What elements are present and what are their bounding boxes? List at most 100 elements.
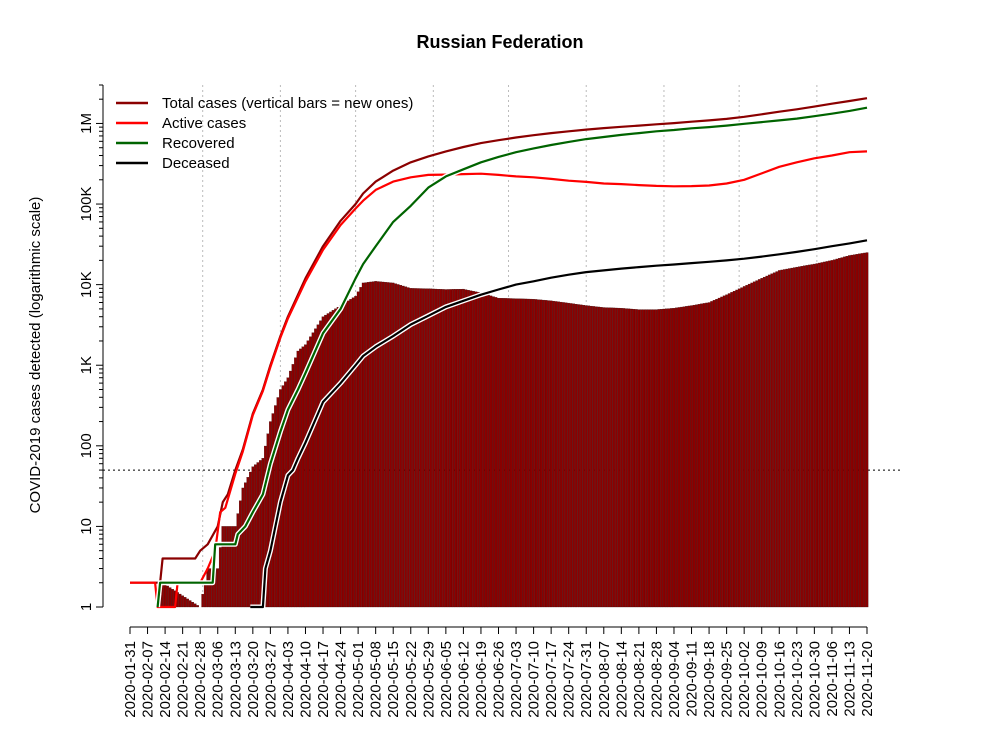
new-cases-bar <box>306 340 310 608</box>
new-cases-bar <box>427 288 430 608</box>
new-cases-bar <box>472 291 475 608</box>
new-cases-bar <box>762 276 766 608</box>
new-cases-bar <box>747 283 751 608</box>
legend-label: Recovered <box>162 135 235 152</box>
new-cases-bar <box>228 526 232 608</box>
new-cases-bar <box>574 304 578 608</box>
new-cases-bar <box>767 274 771 608</box>
new-cases-bar <box>304 344 307 608</box>
new-cases-bar <box>775 271 779 608</box>
new-cases-bar <box>843 256 846 608</box>
new-cases-bar <box>810 264 814 608</box>
new-cases-bar <box>828 260 831 608</box>
new-cases-bar <box>777 270 781 608</box>
x-tick-label: 2020-06-19 <box>473 641 490 718</box>
new-cases-bar <box>602 307 606 608</box>
new-cases-bar <box>269 421 272 608</box>
new-cases-bar <box>855 254 859 608</box>
new-cases-bar <box>216 568 220 608</box>
new-cases-bar <box>341 303 345 608</box>
new-cases-bar <box>447 289 450 608</box>
new-cases-bar <box>610 307 613 608</box>
new-cases-bar <box>757 279 761 608</box>
new-cases-bar <box>667 308 671 608</box>
new-cases-bar <box>394 283 397 608</box>
new-cases-bar <box>477 292 480 608</box>
new-cases-bar <box>722 295 726 608</box>
new-cases-bar <box>432 288 435 608</box>
new-cases-bar <box>765 275 769 608</box>
new-cases-bar <box>499 298 503 608</box>
new-cases-bar <box>419 288 423 608</box>
new-cases-bar <box>785 268 789 608</box>
new-cases-bar <box>788 268 791 608</box>
new-cases-bar <box>534 299 538 608</box>
new-cases-bar <box>467 290 470 608</box>
new-cases-bar <box>384 282 387 608</box>
new-cases-bar <box>519 298 523 608</box>
new-cases-bar <box>188 600 192 608</box>
x-tick-label: 2020-07-17 <box>543 641 560 718</box>
new-cases-bar <box>396 284 400 608</box>
x-tick-label: 2020-02-07 <box>140 641 157 718</box>
new-cases-bar <box>469 290 473 608</box>
new-cases-bar <box>793 267 796 608</box>
new-cases-bar <box>645 309 648 608</box>
new-cases-bar <box>740 287 743 608</box>
series-line-total <box>130 97 868 584</box>
new-cases-bar <box>171 589 174 608</box>
new-cases-bar <box>717 297 721 608</box>
new-cases-bar <box>745 285 748 608</box>
new-cases-bar <box>607 307 611 608</box>
new-cases-bar <box>642 309 646 608</box>
new-cases-bar <box>166 585 169 608</box>
new-cases-bar <box>675 307 678 608</box>
new-cases-bar <box>760 278 763 608</box>
new-cases-bar <box>414 288 418 608</box>
new-cases-bar <box>346 300 350 608</box>
x-tick-label: 2020-05-08 <box>368 641 385 718</box>
new-cases-bar <box>381 281 385 608</box>
legend-label: Active cases <box>162 115 246 132</box>
new-cases-bar <box>241 487 245 608</box>
new-cases-bar <box>554 301 558 608</box>
new-cases-bar <box>417 288 420 608</box>
x-tick-label: 2020-08-28 <box>648 641 665 718</box>
new-cases-bar <box>840 257 844 608</box>
new-cases-bar <box>690 305 693 608</box>
new-cases-bar <box>823 261 826 608</box>
new-cases-bar <box>715 299 718 608</box>
x-tick-label: 2020-03-27 <box>262 641 279 718</box>
x-tick-label: 2020-07-10 <box>526 641 543 718</box>
new-cases-bar <box>818 262 821 608</box>
new-cases-bar <box>231 526 235 608</box>
new-cases-bar <box>720 296 723 608</box>
new-cases-bar <box>697 304 701 608</box>
new-cases-bar <box>294 357 297 608</box>
new-cases-bar <box>244 482 247 608</box>
new-cases-bar <box>597 306 601 608</box>
new-cases-bar <box>454 289 458 608</box>
new-cases-bar <box>371 281 375 608</box>
y-tick-label: 10K <box>78 271 95 298</box>
new-cases-bar <box>537 299 540 608</box>
new-cases-bar <box>452 289 455 608</box>
new-cases-bar <box>572 303 575 608</box>
x-tick-label: 2020-10-09 <box>754 641 771 718</box>
new-cases-bar <box>815 263 819 608</box>
new-cases-bar <box>494 297 498 608</box>
new-cases-bar <box>557 301 560 608</box>
new-cases-bar <box>191 601 194 608</box>
new-cases-bar <box>249 471 252 608</box>
new-cases-bar <box>752 281 756 608</box>
new-cases-bar <box>514 298 518 608</box>
new-cases-bar <box>379 281 382 608</box>
new-cases-bar <box>620 308 623 608</box>
new-cases-bar <box>685 306 688 608</box>
new-cases-bar <box>622 308 626 608</box>
new-cases-bar <box>532 299 535 608</box>
x-tick-label: 2020-10-16 <box>771 641 788 718</box>
new-cases-bar <box>404 286 408 608</box>
x-tick-label: 2020-11-13 <box>841 641 858 717</box>
new-cases-bar <box>201 594 204 608</box>
